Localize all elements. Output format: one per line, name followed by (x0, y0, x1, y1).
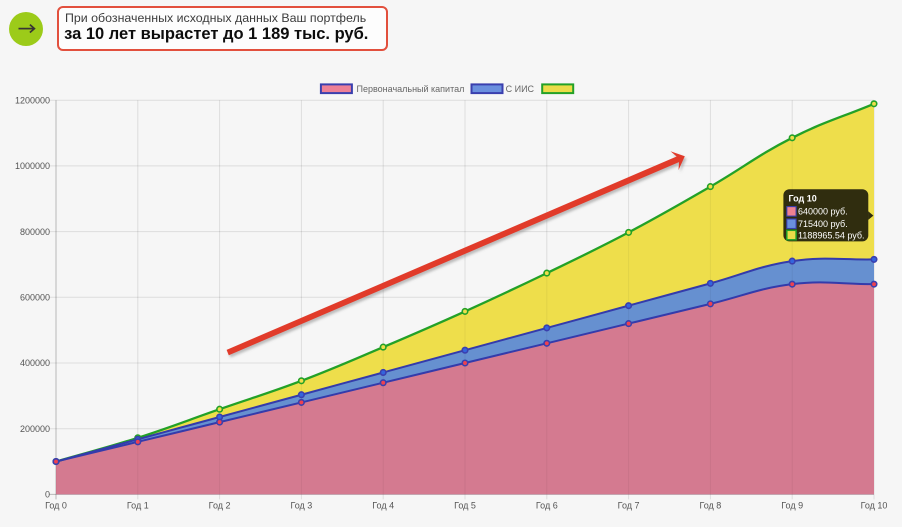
svg-text:1200000: 1200000 (15, 95, 50, 105)
svg-text:Год 5: Год 5 (454, 500, 476, 510)
svg-text:Год 3: Год 3 (290, 500, 312, 510)
svg-text:Год 7: Год 7 (618, 500, 640, 510)
svg-text:Год 4: Год 4 (372, 500, 394, 510)
svg-text:Год 0: Год 0 (45, 500, 67, 510)
svg-text:800000: 800000 (20, 227, 50, 237)
svg-text:640000 руб.: 640000 руб. (798, 207, 848, 217)
svg-text:1000000: 1000000 (15, 161, 50, 171)
svg-text:Год 1: Год 1 (127, 500, 149, 510)
svg-text:Год 9: Год 9 (781, 500, 803, 510)
svg-text:Год 6: Год 6 (536, 500, 558, 510)
svg-text:С ИИС: С ИИС (506, 84, 535, 94)
svg-text:Первоначальный капитал: Первоначальный капитал (357, 84, 465, 94)
svg-text:Год 2: Год 2 (209, 500, 231, 510)
svg-text:Год 10: Год 10 (789, 193, 817, 203)
svg-text:400000: 400000 (20, 358, 50, 368)
svg-text:Год 8: Год 8 (699, 500, 721, 510)
svg-text:600000: 600000 (20, 293, 50, 303)
svg-text:715400 руб.: 715400 руб. (798, 219, 848, 229)
svg-text:1188965.54 руб.: 1188965.54 руб. (798, 230, 865, 240)
svg-text:0: 0 (45, 490, 50, 500)
svg-text:Год 10: Год 10 (861, 500, 888, 510)
svg-text:200000: 200000 (20, 424, 50, 434)
